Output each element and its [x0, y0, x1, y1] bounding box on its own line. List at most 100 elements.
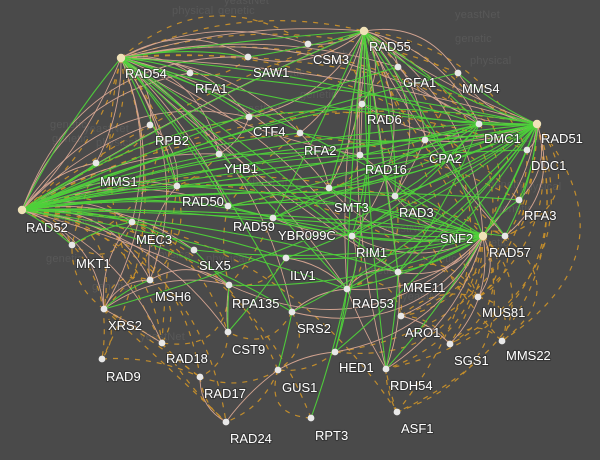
edge-genetic [21, 191, 396, 211]
graph-node-mec3[interactable] [128, 218, 136, 226]
graph-node-rad16[interactable] [356, 151, 364, 159]
graph-node-rad53[interactable] [343, 285, 351, 293]
edge-physical [120, 57, 538, 125]
node-label-asf1: ASF1 [401, 421, 434, 436]
edge-physical [21, 124, 151, 211]
graph-node-srs2[interactable] [288, 308, 296, 316]
graph-node-rad54[interactable] [116, 53, 126, 63]
graph-node-ybr099c[interactable] [269, 214, 277, 222]
graph-node-hed1[interactable] [331, 348, 339, 356]
edge-genetic [120, 57, 484, 237]
graph-node-gfa1[interactable] [394, 63, 402, 71]
graph-node-slx5[interactable] [190, 246, 198, 254]
edge-physical [21, 209, 230, 286]
watermark-text: yeastNet [224, 0, 269, 7]
edge-predicted [149, 185, 182, 281]
graph-node-sgs1[interactable] [446, 340, 454, 348]
edge-genetic [346, 30, 365, 290]
node-label-msh6: MSH6 [155, 289, 191, 304]
graph-node-aro1[interactable] [397, 312, 405, 320]
edge-genetic [21, 209, 484, 237]
graph-node-rad52[interactable] [17, 205, 27, 215]
edge-predicted [449, 123, 552, 345]
graph-node-smt3[interactable] [325, 184, 333, 192]
edge-physical [120, 57, 229, 207]
graph-node-dmc1[interactable] [475, 120, 483, 128]
graph-node-rad50[interactable] [173, 182, 181, 190]
graph-node-rad51[interactable] [532, 119, 542, 129]
nodes-layer[interactable] [17, 26, 542, 426]
graph-node-mus81[interactable] [474, 293, 482, 301]
edge-genetic [363, 30, 480, 125]
node-label-rfa2: RFA2 [304, 143, 337, 158]
graph-node-mms1[interactable] [92, 159, 100, 167]
edge-physical [199, 376, 227, 423]
graph-node-cpa2[interactable] [421, 136, 429, 144]
node-label-cpa2: CPA2 [429, 151, 462, 166]
edge-predicted [363, 30, 520, 201]
edge-genetic [193, 235, 484, 257]
edge-genetic [334, 288, 348, 353]
graph-node-snf2[interactable] [478, 231, 488, 241]
graph-node-ddc1[interactable] [523, 146, 531, 154]
edge-physical [21, 72, 191, 211]
edge-physical [103, 279, 151, 310]
edge-physical [120, 57, 330, 189]
edge-predicted [501, 235, 538, 342]
node-label-hed1: HED1 [339, 360, 374, 375]
graph-node-csm3[interactable] [304, 40, 312, 48]
graph-node-msh6[interactable] [146, 276, 154, 284]
graph-node-rpa135[interactable] [225, 281, 233, 289]
graph-node-mkt1[interactable] [68, 241, 76, 249]
graph-node-asf1[interactable] [393, 408, 401, 416]
node-label-dmc1: DMC1 [484, 131, 521, 146]
graph-node-rad57[interactable] [501, 232, 509, 240]
edge-predicted [334, 123, 538, 353]
graph-node-rfa2[interactable] [296, 129, 304, 137]
watermark-text: yeastNet [140, 331, 185, 343]
graph-node-mre11[interactable] [394, 268, 402, 276]
graph-node-rad18[interactable] [158, 339, 166, 347]
graph-node-rad59[interactable] [224, 202, 232, 210]
graph-node-yhb1[interactable] [215, 150, 223, 158]
graph-node-xrs2[interactable] [100, 305, 108, 313]
graph-node-rad3[interactable] [391, 192, 399, 200]
node-label-rad17: RAD17 [204, 386, 246, 401]
node-label-rad18: RAD18 [166, 351, 208, 366]
node-label-ilv1: ILV1 [290, 268, 316, 283]
graph-node-rad55[interactable] [359, 26, 369, 36]
graph-node-rfa3[interactable] [515, 196, 523, 204]
edge-genetic [385, 123, 538, 370]
edge-physical [21, 209, 163, 344]
graph-node-rad9[interactable] [98, 355, 106, 363]
graph-node-mms22[interactable] [498, 337, 506, 345]
graph-node-saw1[interactable] [244, 53, 252, 61]
graph-node-rdh54[interactable] [382, 365, 390, 373]
edge-predicted [103, 308, 201, 378]
edge-predicted [274, 369, 312, 419]
edge-genetic [21, 209, 287, 259]
graph-node-rad6[interactable] [358, 100, 366, 108]
edge-physical [291, 235, 484, 319]
graph-node-rad24[interactable] [222, 418, 230, 426]
edge-genetic [21, 162, 97, 211]
graph-node-gus1[interactable] [274, 366, 282, 374]
edge-predicted [21, 57, 122, 211]
graph-node-ilv1[interactable] [282, 254, 290, 262]
watermark-text: physical [470, 55, 511, 67]
edge-physical [21, 57, 122, 211]
graph-node-rim1[interactable] [348, 232, 356, 240]
graph-node-rpt3[interactable] [307, 414, 315, 422]
edge-predicted [385, 368, 398, 413]
graph-node-rpb2[interactable] [146, 121, 154, 129]
watermark-text: physical [206, 253, 247, 265]
edge-predicted [477, 235, 509, 298]
graph-node-rad17[interactable] [196, 373, 204, 381]
graph-node-mms4[interactable] [454, 69, 462, 77]
graph-node-cst9[interactable] [224, 328, 232, 336]
graph-node-rfa1[interactable] [186, 69, 194, 77]
edge-physical [277, 351, 336, 371]
graph-node-ctf4[interactable] [245, 113, 253, 121]
